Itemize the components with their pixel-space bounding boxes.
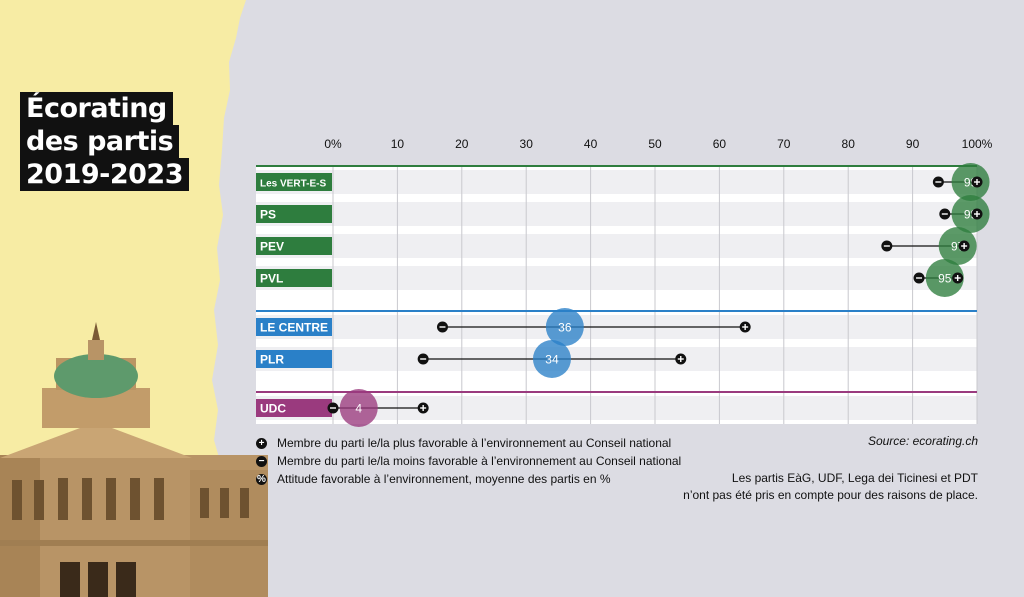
tick-label-40: 40 xyxy=(584,137,598,151)
row-stripe-pvl xyxy=(256,266,977,290)
party-label-box-ps xyxy=(256,205,332,223)
tick-label-10: 10 xyxy=(391,137,405,151)
title-line-3: 2019-2023 xyxy=(20,158,189,191)
tick-label-0: 0% xyxy=(324,137,342,151)
footnote: Les partis EàG, UDF, Lega dei Ticinesi e… xyxy=(683,470,978,504)
tick-label-20: 20 xyxy=(455,137,469,151)
federal-palace-image xyxy=(0,322,268,597)
footnote-line-1: Les partis EàG, UDF, Lega dei Ticinesi e… xyxy=(731,471,978,485)
party-label-box-pvl xyxy=(256,269,332,287)
avg-bubble-pev xyxy=(938,227,977,265)
row-stripe-pev xyxy=(256,234,977,258)
legend: + Membre du parti le/la plus favorable à… xyxy=(256,434,681,488)
row-stripe-ps xyxy=(256,202,977,226)
tick-label-90: 90 xyxy=(906,137,920,151)
party-label-pev: PEV xyxy=(260,240,284,254)
legend-label-max: Membre du parti le/la plus favorable à l… xyxy=(277,436,672,450)
chart-title: Écorating des partis 2019-2023 xyxy=(20,92,189,191)
avg-bubble-ps xyxy=(951,195,990,233)
row-stripe-les-vert-e-s xyxy=(256,170,977,194)
party-label-udc: UDC xyxy=(260,402,286,416)
tick-label-30: 30 xyxy=(520,137,534,151)
plus-icon: + xyxy=(256,437,267,449)
title-line-2: des partis xyxy=(20,125,180,158)
party-label-plr: PLR xyxy=(260,353,284,367)
legend-item-avg: % Attitude favorable à l’environnement, … xyxy=(256,470,681,488)
avg-bubble-le-centre xyxy=(545,308,584,346)
avg-label-udc: 4 xyxy=(355,402,362,416)
party-label-les-vert-e-s: Les VERT-E-S xyxy=(260,179,326,190)
legend-item-max: + Membre du parti le/la plus favorable à… xyxy=(256,434,681,452)
party-label-box-les-vert-e-s xyxy=(256,173,332,191)
tick-label-100: 100% xyxy=(962,137,993,151)
tick-label-60: 60 xyxy=(713,137,727,151)
avg-label-pvl: 95 xyxy=(938,272,952,286)
party-label-box-udc xyxy=(256,399,332,417)
minus-icon: − xyxy=(256,455,267,467)
avg-bubble-pvl xyxy=(925,259,964,297)
legend-item-min: − Membre du parti le/la moins favorable … xyxy=(256,452,681,470)
avg-label-le-centre: 36 xyxy=(558,321,572,335)
legend-label-min: Membre du parti le/la moins favorable à … xyxy=(277,454,682,468)
source-note: Source: ecorating.ch xyxy=(867,434,978,448)
tick-label-70: 70 xyxy=(777,137,791,151)
party-label-box-le-centre xyxy=(256,318,332,336)
title-line-1: Écorating xyxy=(20,92,173,125)
tick-label-50: 50 xyxy=(648,137,662,151)
party-label-le-centre: LE CENTRE xyxy=(260,321,328,335)
footnote-line-2: n’ont pas été pris en compte pour des ra… xyxy=(683,488,978,502)
party-label-box-plr xyxy=(256,350,332,368)
avg-bubble-udc xyxy=(339,389,378,427)
party-label-pvl: PVL xyxy=(260,272,283,286)
percent-icon: % xyxy=(256,473,267,485)
tick-label-80: 80 xyxy=(842,137,856,151)
avg-label-plr: 34 xyxy=(545,353,559,367)
avg-bubble-plr xyxy=(532,340,571,378)
avg-bubble-les-vert-e-s xyxy=(951,163,990,201)
party-label-ps: PS xyxy=(260,208,276,222)
party-label-box-pev xyxy=(256,237,332,255)
legend-label-avg: Attitude favorable à l’environnement, mo… xyxy=(277,472,611,486)
